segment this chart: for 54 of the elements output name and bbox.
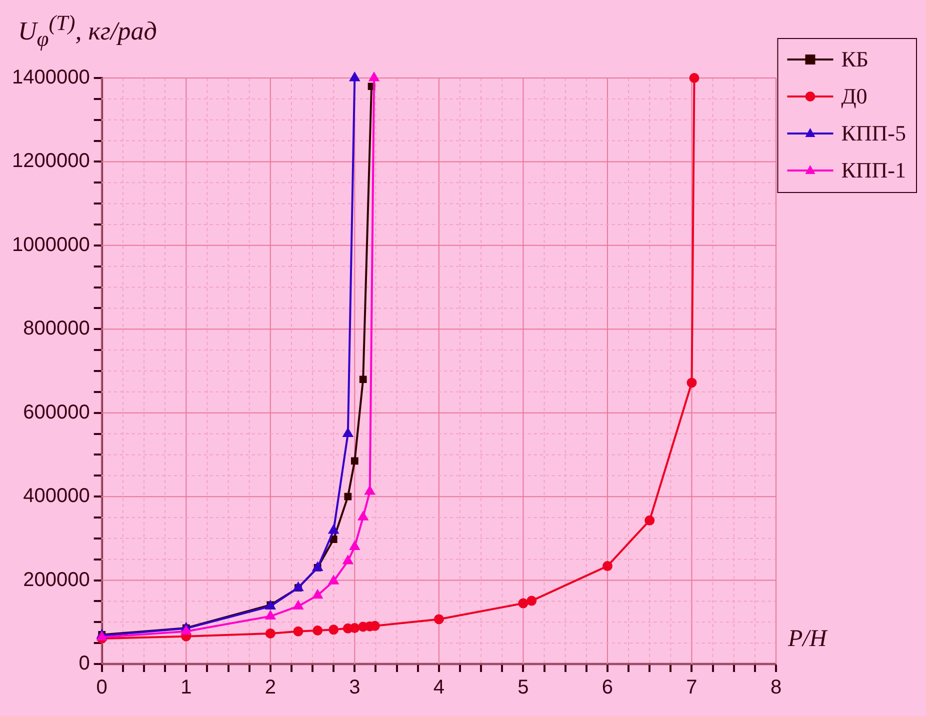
point (359, 376, 367, 384)
y-tick-label: 1400000 (12, 66, 90, 89)
point (526, 596, 537, 606)
x-tick-label: 5 (518, 676, 529, 699)
legend-label: КПП-1 (841, 157, 906, 182)
point (292, 600, 304, 610)
y-tick-label: 400000 (23, 485, 90, 508)
x-tick-label: 3 (349, 676, 360, 699)
point (349, 72, 360, 82)
point (265, 628, 276, 638)
point (602, 561, 612, 572)
point (312, 589, 323, 599)
y-tick-label: 1200000 (12, 150, 90, 172)
x-tick-label: 0 (96, 676, 108, 699)
legend-label: КПП-5 (841, 120, 906, 146)
point (358, 511, 368, 520)
y-tick-label: 0 (78, 652, 90, 675)
point (312, 626, 323, 636)
point (342, 428, 354, 438)
x-tick-label: 6 (602, 676, 614, 699)
legend-label: Д0 (841, 83, 868, 108)
point (312, 562, 323, 571)
x-tick-label: 7 (686, 676, 698, 699)
point (265, 610, 276, 620)
point (350, 623, 360, 634)
y-tick-label: 200000 (23, 568, 90, 591)
point (328, 575, 339, 584)
point (342, 555, 354, 564)
point (350, 457, 358, 465)
point (434, 614, 444, 624)
point (349, 540, 360, 550)
x-tick-label: 4 (433, 676, 444, 699)
legend-label: КБ (841, 46, 869, 72)
point (518, 598, 528, 608)
point (689, 73, 700, 83)
y-tick-label: 800000 (23, 318, 90, 340)
y-tick-label: 600000 (23, 401, 90, 424)
point (344, 492, 352, 500)
point (364, 486, 376, 495)
point (180, 625, 192, 635)
point (644, 515, 655, 526)
point (328, 524, 339, 534)
point (292, 582, 304, 592)
y-axis-title: U$_{φ}$$^{(T)}$, кг/рад (18, 10, 157, 53)
point (368, 72, 380, 82)
x-tick-label: 2 (264, 676, 276, 699)
point (330, 536, 338, 543)
x-tick-label: 8 (770, 676, 782, 699)
point (686, 378, 697, 388)
point (328, 624, 339, 635)
x-axis-title: P/H (788, 626, 827, 653)
y-tick-label: 1000000 (12, 234, 90, 256)
point (293, 626, 304, 636)
x-tick-label: 1 (180, 676, 192, 699)
